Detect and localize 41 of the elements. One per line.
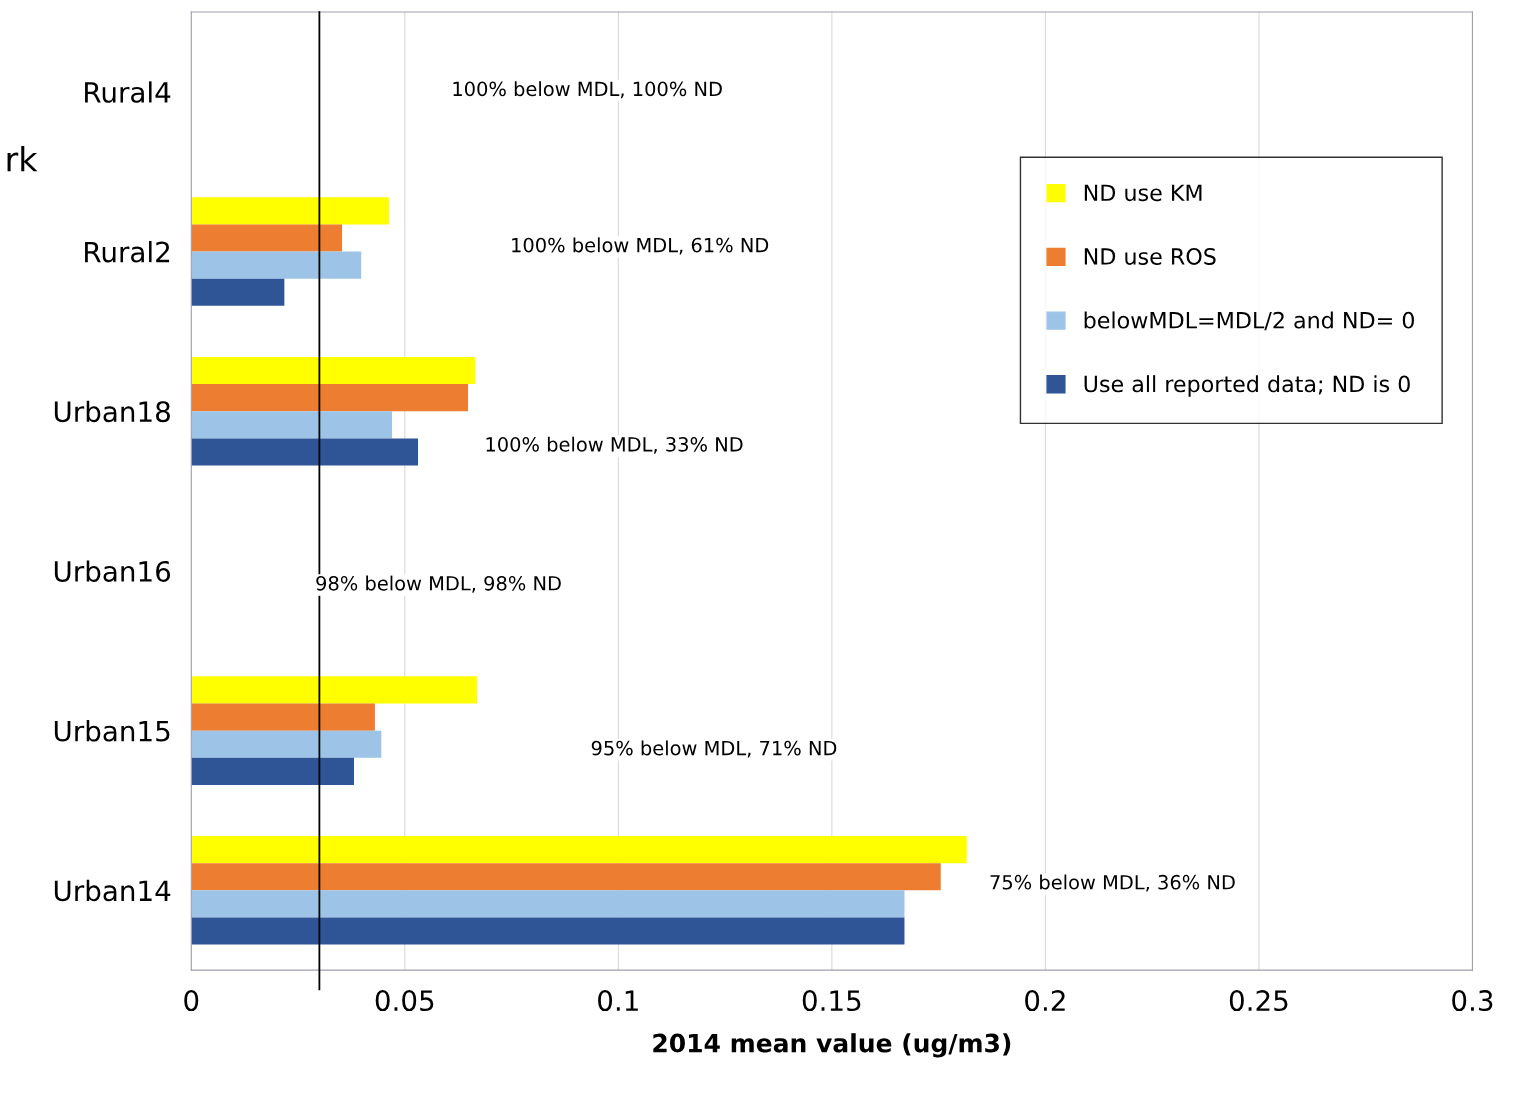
x-tick-label: 0	[184, 990, 199, 1012]
annotation: 75% below MDL, 36% ND	[990, 874, 1235, 892]
bar	[191, 278, 285, 306]
x-tick-label: 0.15	[802, 990, 861, 1012]
bar	[191, 757, 354, 785]
y-tick-label: Urban15	[54, 720, 170, 742]
bar	[191, 676, 477, 704]
x-tick-label: 0.05	[375, 990, 434, 1012]
bar	[191, 836, 967, 864]
legend-label: belowMDL=MDL/2 and ND= 0	[1084, 311, 1414, 331]
bar	[191, 890, 905, 918]
y-tick-label: Urban16	[54, 560, 171, 582]
bar	[191, 251, 362, 279]
bar	[191, 384, 469, 412]
annotation: 100% below MDL, 33% ND	[486, 436, 743, 454]
x-tick-label: 0.3	[1452, 990, 1493, 1012]
text: rk	[7, 145, 38, 172]
bar	[191, 703, 375, 731]
annotation: 95% below MDL, 71% ND	[591, 740, 837, 758]
bar	[191, 197, 389, 225]
x-tick-label: 0.1	[598, 990, 638, 1012]
y-tick-label: Rural4	[85, 81, 171, 103]
y-tick-label: Urban18	[54, 400, 170, 423]
x-tick-label: 0.25	[1229, 990, 1288, 1012]
legend-label: Use all reported data; ND is 0	[1084, 375, 1410, 397]
y-tick-label: Urban14	[54, 879, 171, 902]
y-tick-label: Rural2	[85, 241, 170, 263]
x-axis-title: 2014 mean value (ug/m3)	[653, 1033, 1011, 1058]
annotation: 98% below MDL, 98% ND	[316, 575, 561, 593]
annotation: 100% below MDL, 61% ND	[512, 237, 769, 255]
bar	[191, 356, 476, 385]
bar	[191, 917, 905, 945]
bar	[191, 438, 419, 466]
legend-label: ND use KM	[1084, 184, 1202, 202]
bar	[191, 411, 392, 439]
bar	[191, 224, 343, 252]
bar	[191, 863, 941, 891]
annotation: 100% below MDL, 100% ND	[453, 81, 722, 99]
bar	[191, 730, 382, 758]
legend-label: ND use ROS	[1084, 248, 1216, 265]
x-tick-label: 0.2	[1025, 990, 1065, 1012]
